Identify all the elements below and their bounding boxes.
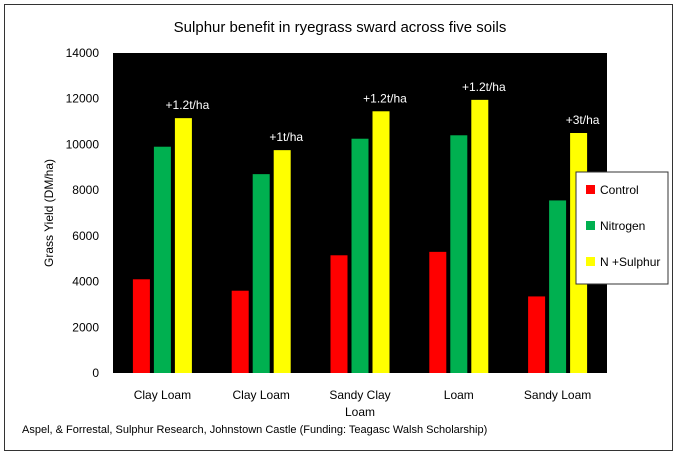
bar-annotation: +1.2t/ha [363,91,407,105]
bar-control [330,255,348,373]
y-tick-label: 10000 [66,137,100,151]
bar-annotation: +1t/ha [269,130,303,144]
x-tick-label: Sandy Loam [524,388,591,402]
bar-control [528,296,546,373]
legend-swatch [586,185,595,194]
y-tick-label: 8000 [72,183,99,197]
bar-control [132,279,150,373]
bar-n-sulphur [372,111,390,374]
x-tick-label: Sandy Clay [329,388,390,402]
legend-label: Nitrogen [600,219,645,233]
bar-n-sulphur [174,118,192,374]
bar-control [231,290,249,373]
bar-nitrogen [252,174,270,373]
bar-annotation: +3t/ha [566,113,600,127]
x-tick-label: Loam [345,405,375,419]
x-axis: Clay Loam Clay Loam Sandy Clay Loam Loam Sand… [134,388,592,419]
bar-n-sulphur [273,150,291,373]
bar-nitrogen [153,146,171,373]
source-caption: Aspel, & Forrestal, Sulphur Research, Jo… [22,424,488,436]
y-tick-label: 2000 [72,320,99,334]
y-tick-label: 0 [92,366,99,380]
chart-title: Sulphur benefit in ryegrass sward across… [174,19,507,36]
y-tick-label: 14000 [66,46,100,60]
annotations-group: +1.2t/ha +1t/ha +1.2t/ha +1.2t/ha +3t/ha [166,80,600,144]
bar-n-sulphur [471,99,489,373]
legend-label: N +Sulphur [600,255,660,269]
legend: Control Nitrogen N +Sulphur [586,183,660,269]
bar-annotation: +1.2t/ha [462,80,506,94]
x-tick-label: Clay Loam [233,388,290,402]
legend-swatch [586,257,595,266]
y-tick-label: 4000 [72,275,99,289]
bar-nitrogen [351,138,369,373]
bar-nitrogen [450,135,468,373]
x-tick-label: Clay Loam [134,388,191,402]
bars-group [132,99,588,374]
legend-label: Control [600,183,639,197]
y-axis: 0 2000 4000 6000 8000 10000 12000 14000 [66,46,100,380]
y-tick-label: 12000 [66,92,100,106]
y-tick-label: 6000 [72,229,99,243]
bar-control [429,251,447,373]
legend-swatch [586,221,595,230]
x-tick-label: Loam [444,388,474,402]
bar-annotation: +1.2t/ha [166,98,210,112]
bar-nitrogen [549,200,567,373]
y-axis-label: Grass Yield (DM/ha) [42,159,56,267]
